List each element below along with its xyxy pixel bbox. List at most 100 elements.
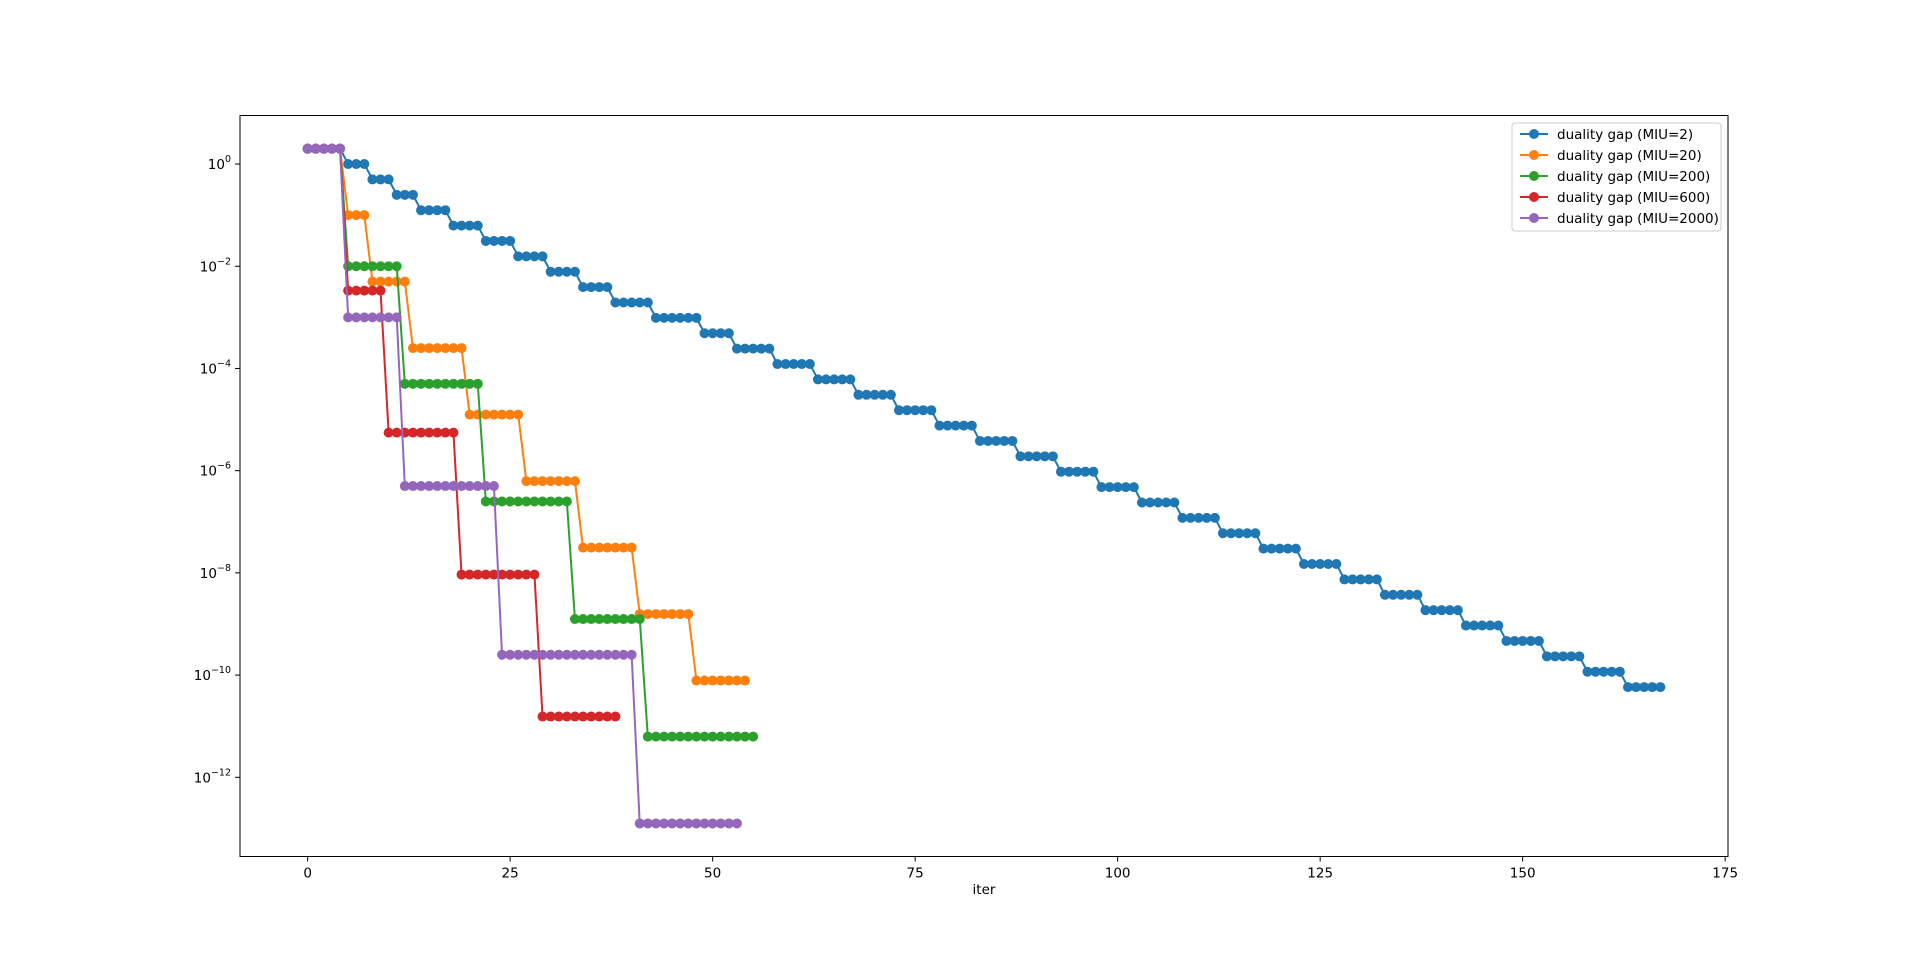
data-point-1-54	[740, 675, 751, 686]
data-point-4-50	[707, 818, 718, 829]
data-point-0-134	[1388, 589, 1399, 600]
data-point-2-43	[650, 731, 661, 742]
legend-item-2: duality gap (MIU=200)	[1520, 169, 1710, 185]
data-point-0-84	[983, 435, 994, 446]
data-point-2-50	[707, 731, 718, 742]
data-point-0-24	[497, 235, 508, 246]
data-point-0-112	[1209, 512, 1220, 523]
data-point-0-160	[1598, 666, 1609, 677]
data-point-4-0	[302, 143, 313, 154]
data-point-0-129	[1347, 574, 1358, 585]
data-point-0-11	[391, 189, 402, 200]
data-point-0-103	[1136, 497, 1147, 508]
legend-label-3: duality gap (MIU=600)	[1557, 190, 1710, 206]
data-point-0-107	[1169, 497, 1180, 508]
data-point-4-31	[553, 649, 564, 660]
data-point-4-15	[424, 481, 435, 492]
data-point-3-25	[505, 569, 516, 580]
legend-label-2: duality gap (MIU=200)	[1557, 169, 1710, 185]
data-point-1-11	[391, 276, 402, 287]
data-point-1-36	[594, 542, 605, 553]
data-point-1-47	[683, 609, 694, 620]
data-point-0-162	[1614, 666, 1625, 677]
data-point-0-127	[1331, 559, 1342, 570]
data-point-4-12	[399, 481, 410, 492]
data-point-0-7	[359, 159, 370, 170]
data-point-3-28	[529, 569, 540, 580]
data-point-0-79	[942, 420, 953, 431]
data-point-4-47	[683, 818, 694, 829]
data-point-0-29	[537, 251, 548, 262]
x-tick-label-3: 75	[907, 866, 924, 882]
data-point-0-97	[1088, 466, 1099, 477]
data-point-4-43	[650, 818, 661, 829]
data-point-3-26	[513, 569, 524, 580]
x-tick-label-5: 125	[1307, 866, 1333, 882]
data-point-0-17	[440, 205, 451, 216]
data-point-0-27	[521, 251, 532, 262]
data-point-2-29	[537, 496, 548, 507]
x-axis-label: iter	[973, 882, 996, 898]
data-point-2-10	[383, 261, 394, 272]
data-point-1-10	[383, 276, 394, 287]
data-point-3-22	[480, 569, 491, 580]
data-point-1-7	[359, 210, 370, 221]
data-point-0-109	[1185, 512, 1196, 523]
data-point-3-9	[375, 285, 386, 296]
data-point-0-163	[1622, 682, 1633, 693]
data-point-1-35	[586, 542, 597, 553]
data-point-0-13	[407, 189, 418, 200]
data-point-1-30	[545, 476, 556, 487]
data-point-0-157	[1574, 651, 1585, 662]
data-point-0-158	[1582, 666, 1593, 677]
legend-marker-2	[1529, 171, 1539, 181]
data-point-1-24	[497, 409, 508, 420]
x-tick-label-7: 175	[1712, 866, 1738, 882]
data-point-0-70	[869, 389, 880, 400]
data-point-0-44	[659, 312, 670, 323]
data-point-4-4	[335, 143, 346, 154]
data-point-2-7	[359, 261, 370, 272]
data-point-4-19	[456, 481, 467, 492]
data-point-0-102	[1128, 482, 1139, 493]
data-point-2-31	[553, 496, 564, 507]
data-point-0-54	[740, 343, 751, 354]
data-point-0-144	[1469, 620, 1480, 631]
data-point-0-140	[1436, 605, 1447, 616]
x-tick-label-6: 150	[1510, 866, 1536, 882]
data-point-0-148	[1501, 635, 1512, 646]
data-point-4-20	[464, 481, 475, 492]
data-point-1-42	[642, 609, 653, 620]
data-point-2-54	[740, 731, 751, 742]
data-point-0-56	[756, 343, 767, 354]
data-point-0-37	[602, 282, 613, 293]
data-point-0-124	[1307, 559, 1318, 570]
data-point-2-9	[375, 261, 386, 272]
data-point-0-153	[1541, 651, 1552, 662]
data-point-3-13	[407, 427, 418, 438]
data-point-0-74	[902, 405, 913, 416]
data-point-1-50	[707, 675, 718, 686]
data-point-3-24	[497, 569, 508, 580]
data-point-0-87	[1007, 435, 1018, 446]
data-point-2-38	[610, 614, 621, 625]
data-point-2-18	[448, 378, 459, 389]
data-point-0-130	[1355, 574, 1366, 585]
data-point-0-150	[1517, 635, 1528, 646]
data-point-0-78	[934, 420, 945, 431]
data-point-0-85	[991, 435, 1002, 446]
data-point-0-62	[804, 359, 815, 370]
data-point-1-19	[456, 343, 467, 354]
data-point-0-167	[1655, 682, 1666, 693]
y-tick-label-6: 10−12	[194, 767, 231, 786]
data-point-0-68	[853, 389, 864, 400]
legend-label-0: duality gap (MIU=2)	[1557, 127, 1693, 143]
legend: duality gap (MIU=2) duality gap (MIU=20) d…	[1511, 122, 1722, 232]
data-point-4-52	[723, 818, 734, 829]
data-point-1-45	[667, 609, 678, 620]
data-point-2-49	[699, 731, 710, 742]
data-point-4-38	[610, 649, 621, 660]
data-point-4-9	[375, 312, 386, 323]
data-point-0-43	[650, 312, 661, 323]
data-point-1-8	[367, 276, 378, 287]
